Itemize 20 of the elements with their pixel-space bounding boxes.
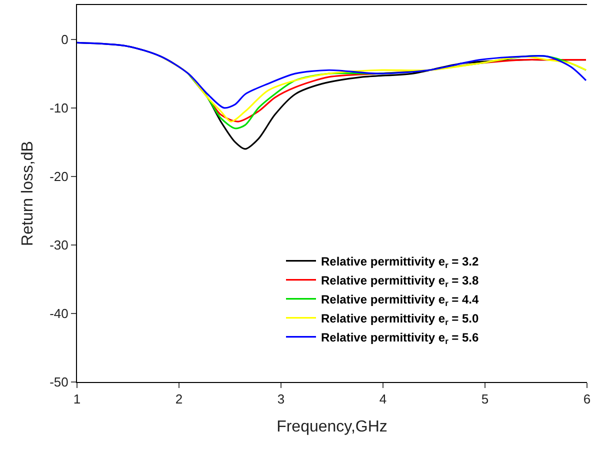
legend-label: Relative permittivity e$_{r}$ = 3.2 (321, 254, 480, 270)
y-tick-label: -40 (50, 306, 68, 321)
x-tick-label: 5 (481, 392, 489, 407)
y-tick-label: 0 (61, 32, 68, 47)
y-tick-label: -20 (50, 168, 68, 184)
x-tick-label: 1 (73, 392, 81, 407)
legend-label: Relative permittivity e$_{r}$ = 5.0 (321, 311, 480, 327)
x-tick-label: 4 (379, 392, 387, 407)
legend-label: Relative permittivity e$_{r}$ = 5.6 (321, 330, 480, 346)
x-tick-label: 2 (175, 392, 183, 407)
x-axis-title: Frequency,GHz (276, 418, 388, 436)
line-series (77, 42, 587, 109)
y-tick-label: -10 (50, 100, 68, 116)
y-axis-title: Return loss,dB (20, 141, 37, 246)
y-tick-label: -50 (50, 374, 68, 390)
legend-label: Relative permittivity e$_{r}$ = 3.8 (321, 273, 480, 289)
x-tick-label: 6 (583, 392, 591, 407)
x-tick-label: 3 (277, 392, 285, 407)
legend-label: Relative permittivity e$_{r}$ = 4.4 (321, 292, 480, 308)
y-tick-label: -30 (50, 237, 68, 252)
